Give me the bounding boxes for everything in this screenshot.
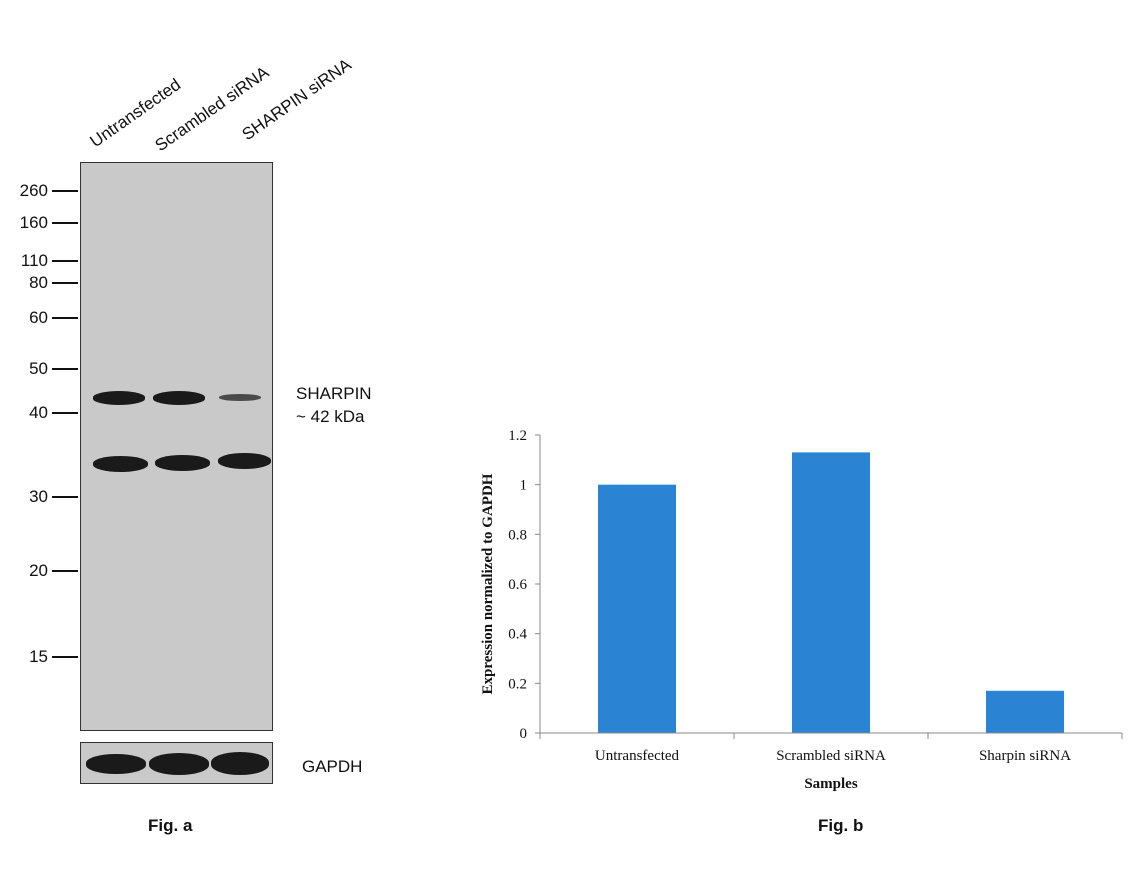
mw-tick [52,412,78,414]
target-size-label: ~ 42 kDa [296,407,365,426]
gapdh-band-untransfected [86,754,146,774]
bar-untransfected [598,484,676,733]
gapdh-band-scrambled [149,753,209,775]
figure-b-label: Fig. b [818,816,864,835]
mw-tick [52,282,78,284]
x-tick-label: Scrambled siRNA [776,748,886,764]
y-tick-label: 0 [520,726,528,742]
nonspecific-band-sharpin-sirna [218,453,271,469]
mw-label-110: 110 [20,251,48,270]
mw-label-30: 30 [29,487,48,506]
mw-label-40: 40 [29,403,48,422]
y-axis-title: Expression normalized to GAPDH [480,473,496,694]
mw-label-80: 80 [29,273,48,292]
y-tick-label: 1 [520,478,528,494]
gapdh-band-sharpin-sirna [211,752,269,775]
blot-membrane [80,162,273,731]
mw-tick [52,656,78,658]
mw-tick [52,260,78,262]
x-tick-label: Untransfected [595,748,680,764]
y-tick-label: 0.6 [508,577,527,593]
mw-label-160: 160 [19,213,48,232]
y-tick-label: 0.2 [508,676,527,692]
bar-scrambled-sirna [792,452,870,733]
gapdh-blot-membrane [80,742,273,784]
loading-control-label: GAPDH [302,757,363,776]
sharpin-band-sharpin-sirna [219,394,261,401]
mw-label-15: 15 [29,647,48,666]
sharpin-band-scrambled [153,391,205,405]
mw-tick [52,222,78,224]
nonspecific-band-scrambled [155,455,210,471]
nonspecific-band-untransfected [93,456,148,472]
mw-tick [52,317,78,319]
mw-label-260: 260 [19,181,48,200]
x-axis-title: Samples [804,776,858,792]
mw-tick [52,368,78,370]
target-name-label: SHARPIN [296,384,372,403]
mw-tick [52,570,78,572]
y-tick-label: 0.4 [508,627,527,643]
x-tick-label: Sharpin siRNA [979,748,1071,764]
mw-label-60: 60 [29,308,48,327]
bar-sharpin-sirna [986,690,1064,733]
mw-tick [52,190,78,192]
mw-label-50: 50 [29,359,48,378]
y-tick-label: 0.8 [508,527,527,543]
mw-tick [52,496,78,498]
mw-label-20: 20 [29,561,48,580]
y-tick-label: 1.2 [508,428,527,444]
figure-a-label: Fig. a [148,816,193,835]
sharpin-band-untransfected [93,391,145,405]
